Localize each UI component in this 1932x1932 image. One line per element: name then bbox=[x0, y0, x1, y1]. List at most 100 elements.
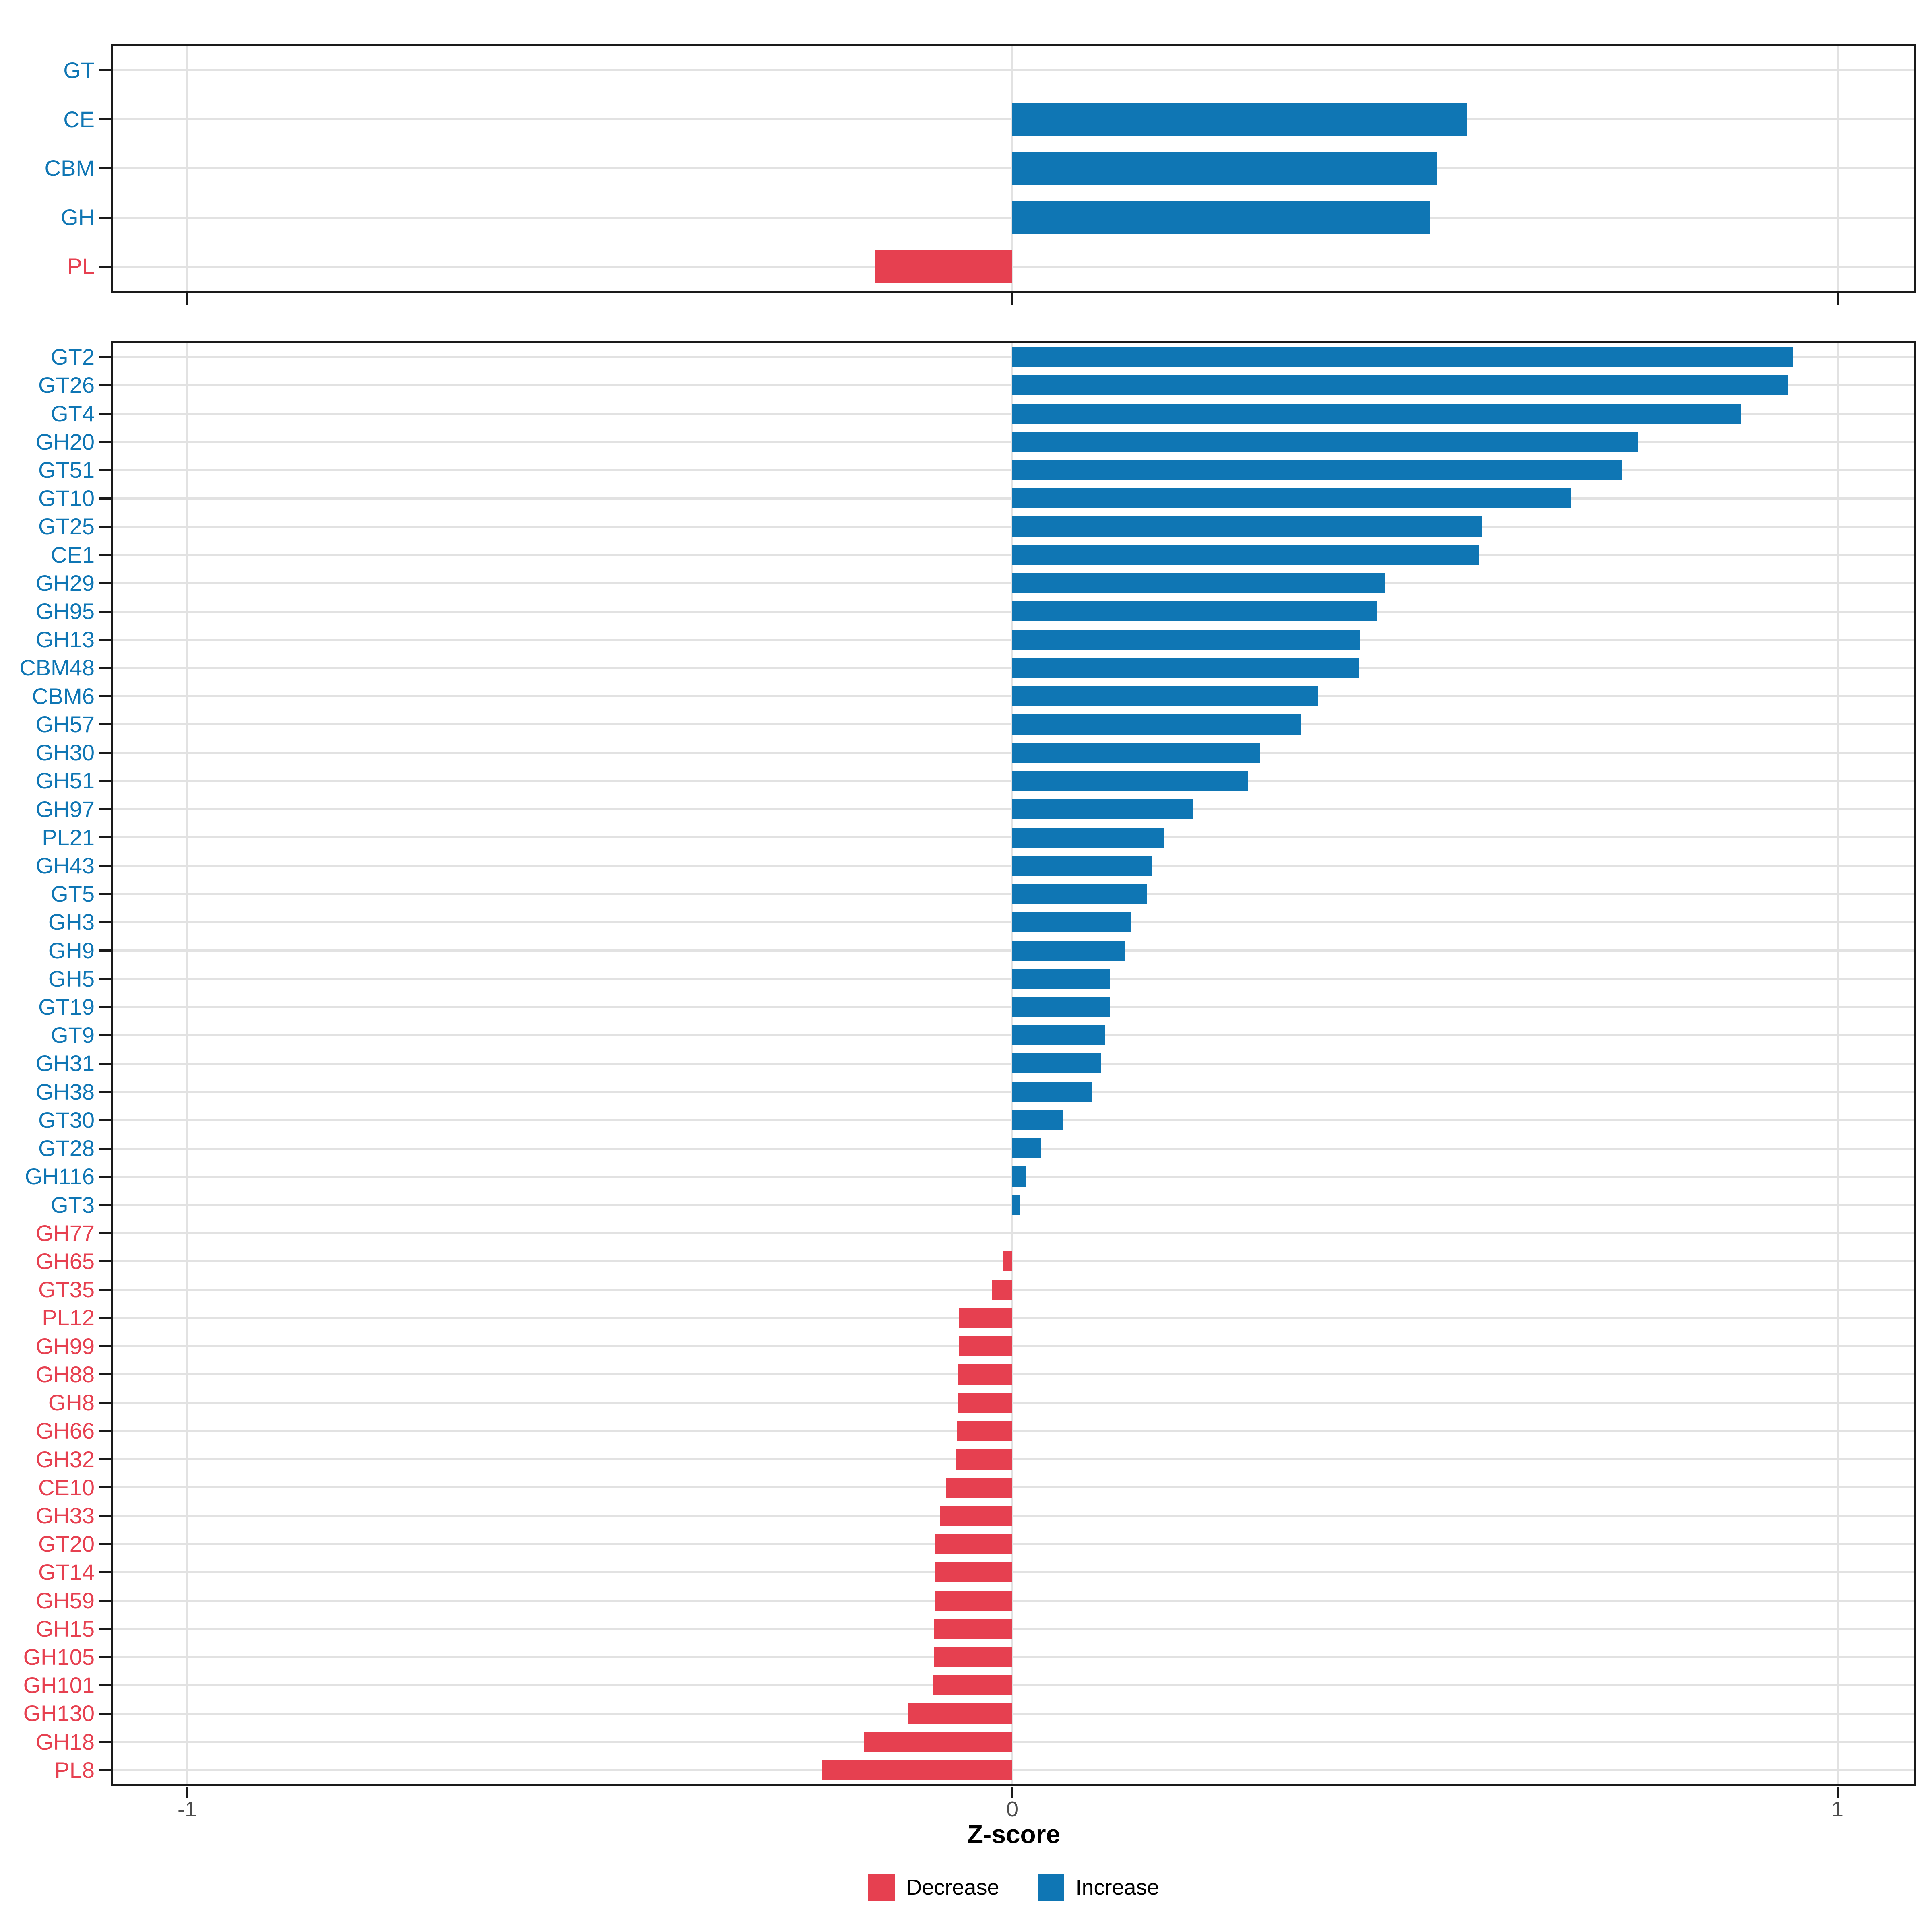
y-tick bbox=[99, 1430, 111, 1432]
chart-row: GT14 bbox=[38, 1558, 1914, 1586]
h-gridline bbox=[113, 1600, 1914, 1602]
bar-increase bbox=[1012, 968, 1110, 989]
bar-increase bbox=[1012, 516, 1482, 537]
h-gridline bbox=[113, 1373, 1914, 1376]
chart-row: CBM bbox=[45, 144, 1914, 193]
y-tick bbox=[99, 1571, 111, 1573]
bar-decrease bbox=[958, 1336, 1012, 1356]
chart-row: GH130 bbox=[23, 1699, 1914, 1728]
y-tick bbox=[99, 1600, 111, 1602]
y-tick bbox=[99, 1317, 111, 1319]
row-label: GT26 bbox=[38, 372, 95, 398]
y-tick bbox=[99, 265, 111, 268]
chart-row: GH59 bbox=[36, 1586, 1914, 1614]
chart-row: GH43 bbox=[36, 852, 1914, 880]
bar-increase bbox=[1012, 658, 1359, 678]
x-tick bbox=[186, 1787, 188, 1798]
y-tick bbox=[99, 1458, 111, 1460]
bar-increase bbox=[1012, 997, 1110, 1018]
bar-increase bbox=[1012, 827, 1164, 848]
chart-row: GH116 bbox=[25, 1162, 1914, 1191]
chart-row: GH51 bbox=[36, 767, 1914, 795]
row-label: GH57 bbox=[35, 711, 95, 737]
row-label: GH9 bbox=[48, 937, 95, 963]
chart-row: GT51 bbox=[38, 456, 1914, 484]
row-label: GH30 bbox=[35, 740, 95, 766]
h-gridline bbox=[113, 1430, 1914, 1432]
chart-row: GH33 bbox=[36, 1502, 1914, 1530]
y-tick bbox=[99, 554, 111, 556]
row-label: PL bbox=[67, 254, 95, 279]
chart-row: GH9 bbox=[48, 937, 1914, 965]
bar-decrease bbox=[935, 1590, 1012, 1611]
row-label: GH99 bbox=[35, 1333, 95, 1359]
h-gridline bbox=[113, 1260, 1914, 1263]
x-tick bbox=[1011, 1787, 1013, 1798]
y-tick bbox=[99, 356, 111, 358]
y-tick bbox=[99, 525, 111, 528]
row-label: CBM bbox=[44, 155, 95, 181]
h-gridline bbox=[113, 1232, 1914, 1234]
h-gridline bbox=[113, 69, 1914, 72]
legend-item-increase: Increase bbox=[1038, 1874, 1159, 1901]
chart-row: PL8 bbox=[54, 1756, 1914, 1784]
y-tick bbox=[99, 216, 111, 219]
chart-row: CE10 bbox=[38, 1474, 1914, 1502]
y-tick bbox=[99, 751, 111, 754]
row-label: GH77 bbox=[35, 1220, 95, 1246]
chart-row: GH30 bbox=[36, 739, 1914, 767]
y-tick bbox=[99, 865, 111, 867]
h-gridline bbox=[113, 265, 1914, 268]
y-tick bbox=[99, 469, 111, 471]
bar-increase bbox=[1012, 375, 1788, 396]
y-tick bbox=[99, 1741, 111, 1743]
y-tick bbox=[99, 1373, 111, 1376]
y-tick bbox=[99, 723, 111, 726]
bar-increase bbox=[1012, 431, 1638, 452]
row-label: GH116 bbox=[25, 1164, 95, 1189]
row-label: GH31 bbox=[35, 1051, 95, 1076]
x-tick bbox=[1011, 293, 1013, 305]
row-label: GT10 bbox=[38, 485, 95, 511]
row-label: GH65 bbox=[35, 1248, 95, 1274]
y-tick bbox=[99, 582, 111, 584]
chart-row: GH13 bbox=[36, 625, 1914, 654]
x-axis: -1 0 1 bbox=[113, 1798, 1914, 1827]
row-label: GH20 bbox=[35, 429, 95, 454]
row-label: GT20 bbox=[38, 1531, 95, 1557]
bar-increase bbox=[1012, 1025, 1105, 1046]
y-tick bbox=[99, 497, 111, 500]
x-tick bbox=[1836, 293, 1839, 305]
y-tick bbox=[99, 610, 111, 613]
row-label: GH8 bbox=[48, 1390, 95, 1416]
y-tick bbox=[99, 1204, 111, 1206]
legend-item-decrease: Decrease bbox=[868, 1874, 999, 1901]
chart-row: GT5 bbox=[51, 880, 1914, 908]
row-label: GH66 bbox=[35, 1418, 95, 1444]
y-tick bbox=[99, 1175, 111, 1178]
row-label: GH51 bbox=[35, 768, 95, 794]
bar-increase bbox=[1012, 460, 1622, 480]
h-gridline bbox=[113, 1543, 1914, 1545]
row-label: GH33 bbox=[35, 1503, 95, 1528]
row-label: PL12 bbox=[42, 1305, 95, 1331]
bar-decrease bbox=[933, 1675, 1012, 1696]
h-gridline bbox=[113, 1684, 1914, 1686]
chart-row: CBM48 bbox=[19, 654, 1914, 682]
bar-increase bbox=[1012, 630, 1361, 650]
bar-increase bbox=[1012, 103, 1467, 136]
row-label: GT19 bbox=[38, 994, 95, 1020]
chart-row: GH bbox=[61, 193, 1914, 242]
y-tick bbox=[99, 978, 111, 980]
row-label: GT28 bbox=[38, 1135, 95, 1161]
chart-row: GH5 bbox=[48, 965, 1914, 993]
bar-increase bbox=[1012, 347, 1793, 367]
bar-increase bbox=[1012, 686, 1318, 706]
y-tick bbox=[99, 441, 111, 443]
h-gridline bbox=[113, 1402, 1914, 1404]
row-label: CE1 bbox=[51, 542, 95, 568]
h-gridline bbox=[113, 1317, 1914, 1319]
bar-increase bbox=[1012, 573, 1385, 593]
chart-row: GT25 bbox=[38, 512, 1914, 541]
row-label: GT25 bbox=[38, 514, 95, 539]
